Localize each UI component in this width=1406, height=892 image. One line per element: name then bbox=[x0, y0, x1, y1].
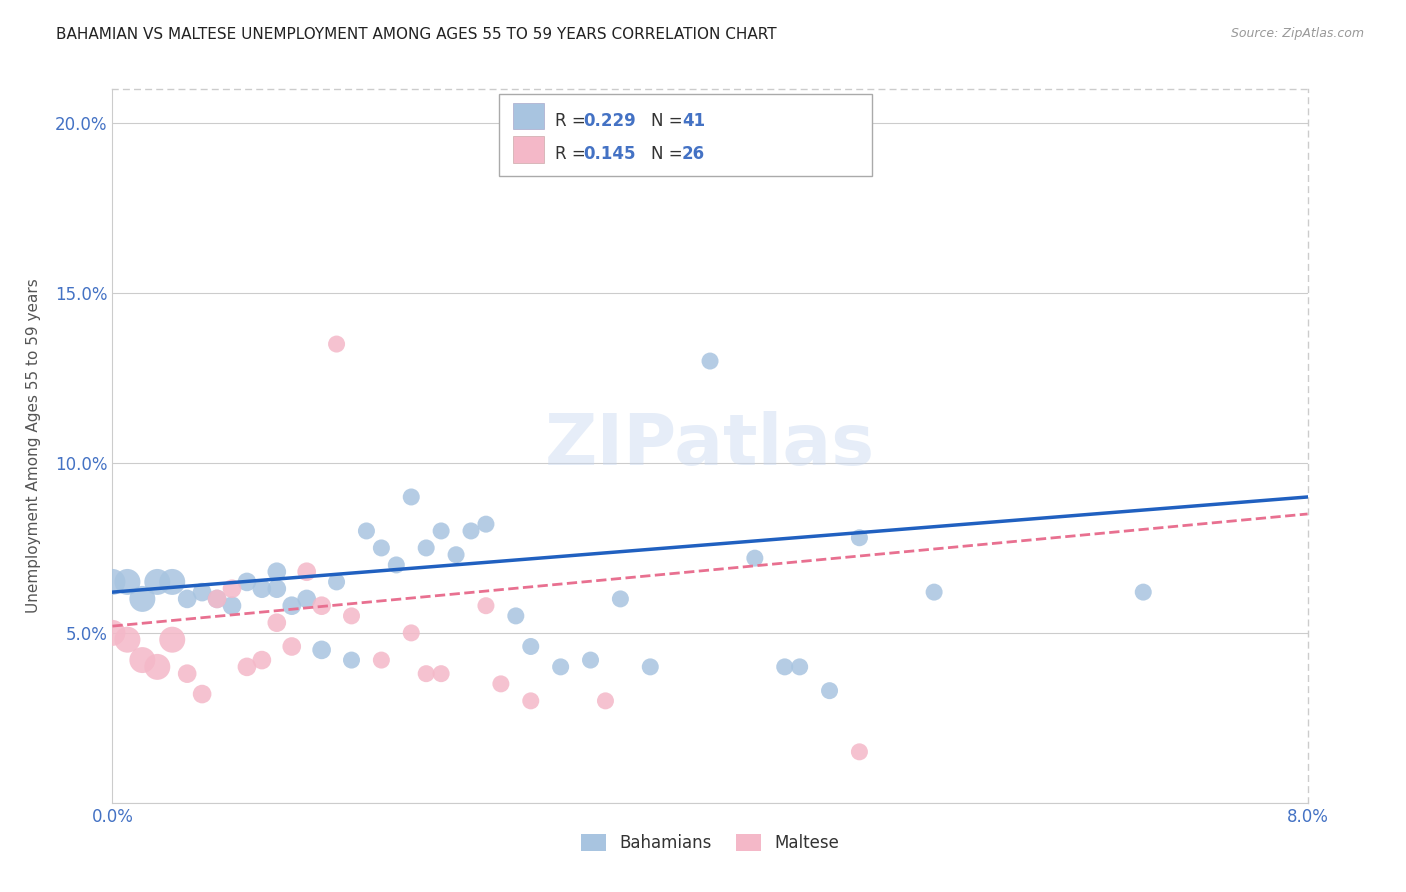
Point bbox=[176, 591, 198, 606]
Point bbox=[191, 585, 214, 599]
Point bbox=[818, 683, 841, 698]
Text: R =: R = bbox=[555, 145, 592, 163]
Point bbox=[489, 677, 512, 691]
Point bbox=[325, 337, 347, 351]
Point bbox=[205, 591, 228, 606]
Point bbox=[505, 608, 527, 623]
Point bbox=[699, 354, 721, 368]
Point bbox=[311, 599, 333, 613]
Point bbox=[401, 490, 423, 504]
Point bbox=[922, 585, 945, 599]
Point bbox=[640, 660, 662, 674]
Point bbox=[579, 653, 602, 667]
Point bbox=[744, 551, 766, 566]
Point bbox=[295, 565, 318, 579]
Point bbox=[325, 574, 347, 589]
Point bbox=[356, 524, 378, 538]
Point bbox=[520, 640, 543, 654]
Point bbox=[101, 626, 124, 640]
Text: 0.229: 0.229 bbox=[583, 112, 637, 129]
Point bbox=[281, 599, 304, 613]
Point bbox=[460, 524, 482, 538]
Point bbox=[430, 524, 453, 538]
Point bbox=[415, 666, 437, 681]
Point bbox=[773, 660, 796, 674]
Point bbox=[848, 531, 870, 545]
Text: N =: N = bbox=[651, 145, 688, 163]
Text: 41: 41 bbox=[682, 112, 704, 129]
Point bbox=[266, 615, 288, 630]
Point bbox=[848, 745, 870, 759]
Point bbox=[117, 574, 139, 589]
Point bbox=[205, 591, 228, 606]
Point bbox=[236, 660, 259, 674]
Y-axis label: Unemployment Among Ages 55 to 59 years: Unemployment Among Ages 55 to 59 years bbox=[27, 278, 41, 614]
Point bbox=[221, 582, 243, 596]
Point bbox=[370, 653, 392, 667]
Point bbox=[401, 626, 423, 640]
Point bbox=[370, 541, 392, 555]
Text: ZIPatlas: ZIPatlas bbox=[546, 411, 875, 481]
Point bbox=[340, 653, 363, 667]
Point bbox=[340, 608, 363, 623]
Point bbox=[131, 653, 153, 667]
Point bbox=[162, 574, 183, 589]
Text: N =: N = bbox=[651, 112, 688, 129]
Point bbox=[475, 517, 498, 532]
Point bbox=[609, 591, 631, 606]
Text: Source: ZipAtlas.com: Source: ZipAtlas.com bbox=[1230, 27, 1364, 40]
Text: R =: R = bbox=[555, 112, 592, 129]
Point bbox=[385, 558, 408, 572]
Point bbox=[789, 660, 811, 674]
Point bbox=[475, 599, 498, 613]
Point bbox=[430, 666, 453, 681]
Point bbox=[162, 632, 183, 647]
Text: 0.145: 0.145 bbox=[583, 145, 636, 163]
Point bbox=[1132, 585, 1154, 599]
Text: 26: 26 bbox=[682, 145, 704, 163]
Point bbox=[266, 565, 288, 579]
Point bbox=[250, 582, 273, 596]
Point bbox=[266, 582, 288, 596]
Point bbox=[250, 653, 273, 667]
Point bbox=[236, 574, 259, 589]
Point bbox=[146, 660, 169, 674]
Point bbox=[595, 694, 617, 708]
Legend: Bahamians, Maltese: Bahamians, Maltese bbox=[574, 827, 846, 859]
Point bbox=[176, 666, 198, 681]
Point bbox=[221, 599, 243, 613]
Point bbox=[444, 548, 467, 562]
Point bbox=[295, 591, 318, 606]
Point bbox=[146, 574, 169, 589]
Point bbox=[131, 591, 153, 606]
Point bbox=[101, 574, 124, 589]
Point bbox=[550, 660, 572, 674]
Point bbox=[415, 541, 437, 555]
Point bbox=[117, 632, 139, 647]
Point bbox=[311, 643, 333, 657]
Point bbox=[191, 687, 214, 701]
Text: BAHAMIAN VS MALTESE UNEMPLOYMENT AMONG AGES 55 TO 59 YEARS CORRELATION CHART: BAHAMIAN VS MALTESE UNEMPLOYMENT AMONG A… bbox=[56, 27, 778, 42]
Point bbox=[281, 640, 304, 654]
Point bbox=[520, 694, 543, 708]
